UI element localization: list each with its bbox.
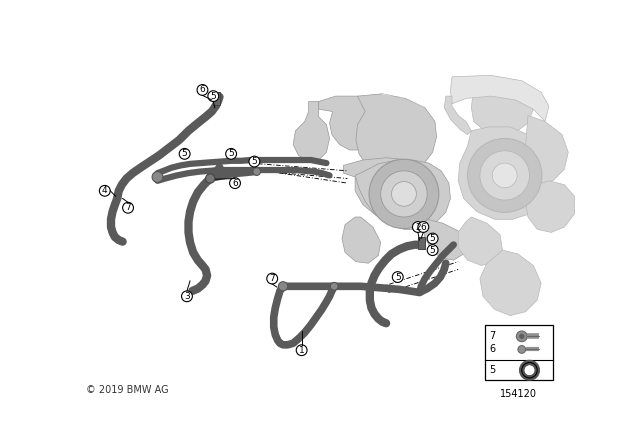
Polygon shape	[444, 96, 472, 134]
Circle shape	[330, 282, 338, 290]
Circle shape	[428, 233, 438, 244]
Circle shape	[205, 174, 215, 183]
Text: 5: 5	[182, 149, 188, 158]
Text: 5: 5	[211, 91, 216, 101]
Circle shape	[412, 222, 423, 233]
Polygon shape	[422, 220, 466, 260]
Circle shape	[267, 273, 278, 284]
Polygon shape	[458, 127, 551, 220]
Polygon shape	[472, 83, 533, 135]
Text: © 2019 BMW AG: © 2019 BMW AG	[86, 385, 169, 395]
Circle shape	[99, 185, 110, 196]
Polygon shape	[451, 75, 549, 121]
Text: 2: 2	[415, 223, 420, 232]
Polygon shape	[382, 94, 425, 108]
Circle shape	[492, 163, 517, 188]
Circle shape	[525, 366, 534, 375]
Text: 5: 5	[228, 149, 234, 158]
Polygon shape	[344, 158, 443, 222]
Text: 5: 5	[489, 365, 495, 375]
Text: 5: 5	[429, 246, 435, 254]
Circle shape	[467, 138, 542, 212]
Bar	[213, 92, 220, 104]
Text: 154120: 154120	[500, 389, 537, 400]
Circle shape	[418, 222, 429, 233]
Polygon shape	[319, 96, 382, 150]
Circle shape	[182, 291, 193, 302]
Circle shape	[428, 245, 438, 255]
Circle shape	[480, 151, 529, 200]
Bar	[418, 237, 425, 249]
Circle shape	[249, 156, 260, 167]
Circle shape	[516, 331, 527, 342]
Circle shape	[208, 91, 219, 102]
Circle shape	[152, 172, 163, 182]
Polygon shape	[356, 94, 436, 176]
Polygon shape	[355, 160, 451, 229]
Circle shape	[230, 178, 241, 189]
Circle shape	[369, 159, 439, 228]
Text: 5: 5	[252, 157, 257, 166]
Polygon shape	[524, 116, 568, 183]
Text: 6: 6	[232, 179, 238, 188]
Circle shape	[123, 202, 134, 213]
Text: 5: 5	[395, 272, 401, 281]
Circle shape	[197, 85, 208, 95]
Text: 3: 3	[184, 292, 190, 301]
Text: 6: 6	[489, 345, 495, 354]
Text: 6: 6	[200, 86, 205, 95]
Bar	[484, 325, 553, 380]
Circle shape	[381, 171, 428, 217]
Text: 7: 7	[489, 332, 495, 341]
Polygon shape	[293, 102, 330, 162]
Polygon shape	[525, 181, 575, 233]
Text: 1: 1	[299, 346, 305, 355]
Text: 5: 5	[429, 234, 435, 243]
Text: 4: 4	[102, 186, 108, 195]
Circle shape	[278, 282, 288, 291]
Polygon shape	[458, 217, 502, 266]
Circle shape	[226, 148, 237, 159]
Polygon shape	[342, 217, 381, 263]
Circle shape	[518, 345, 525, 353]
Circle shape	[253, 168, 260, 176]
Text: 7: 7	[125, 203, 131, 212]
Text: 7: 7	[269, 274, 275, 283]
Circle shape	[392, 181, 417, 206]
Polygon shape	[480, 250, 541, 315]
Circle shape	[519, 334, 524, 339]
Circle shape	[179, 148, 190, 159]
Text: 6: 6	[420, 223, 426, 232]
Circle shape	[392, 271, 403, 282]
Circle shape	[296, 345, 307, 356]
